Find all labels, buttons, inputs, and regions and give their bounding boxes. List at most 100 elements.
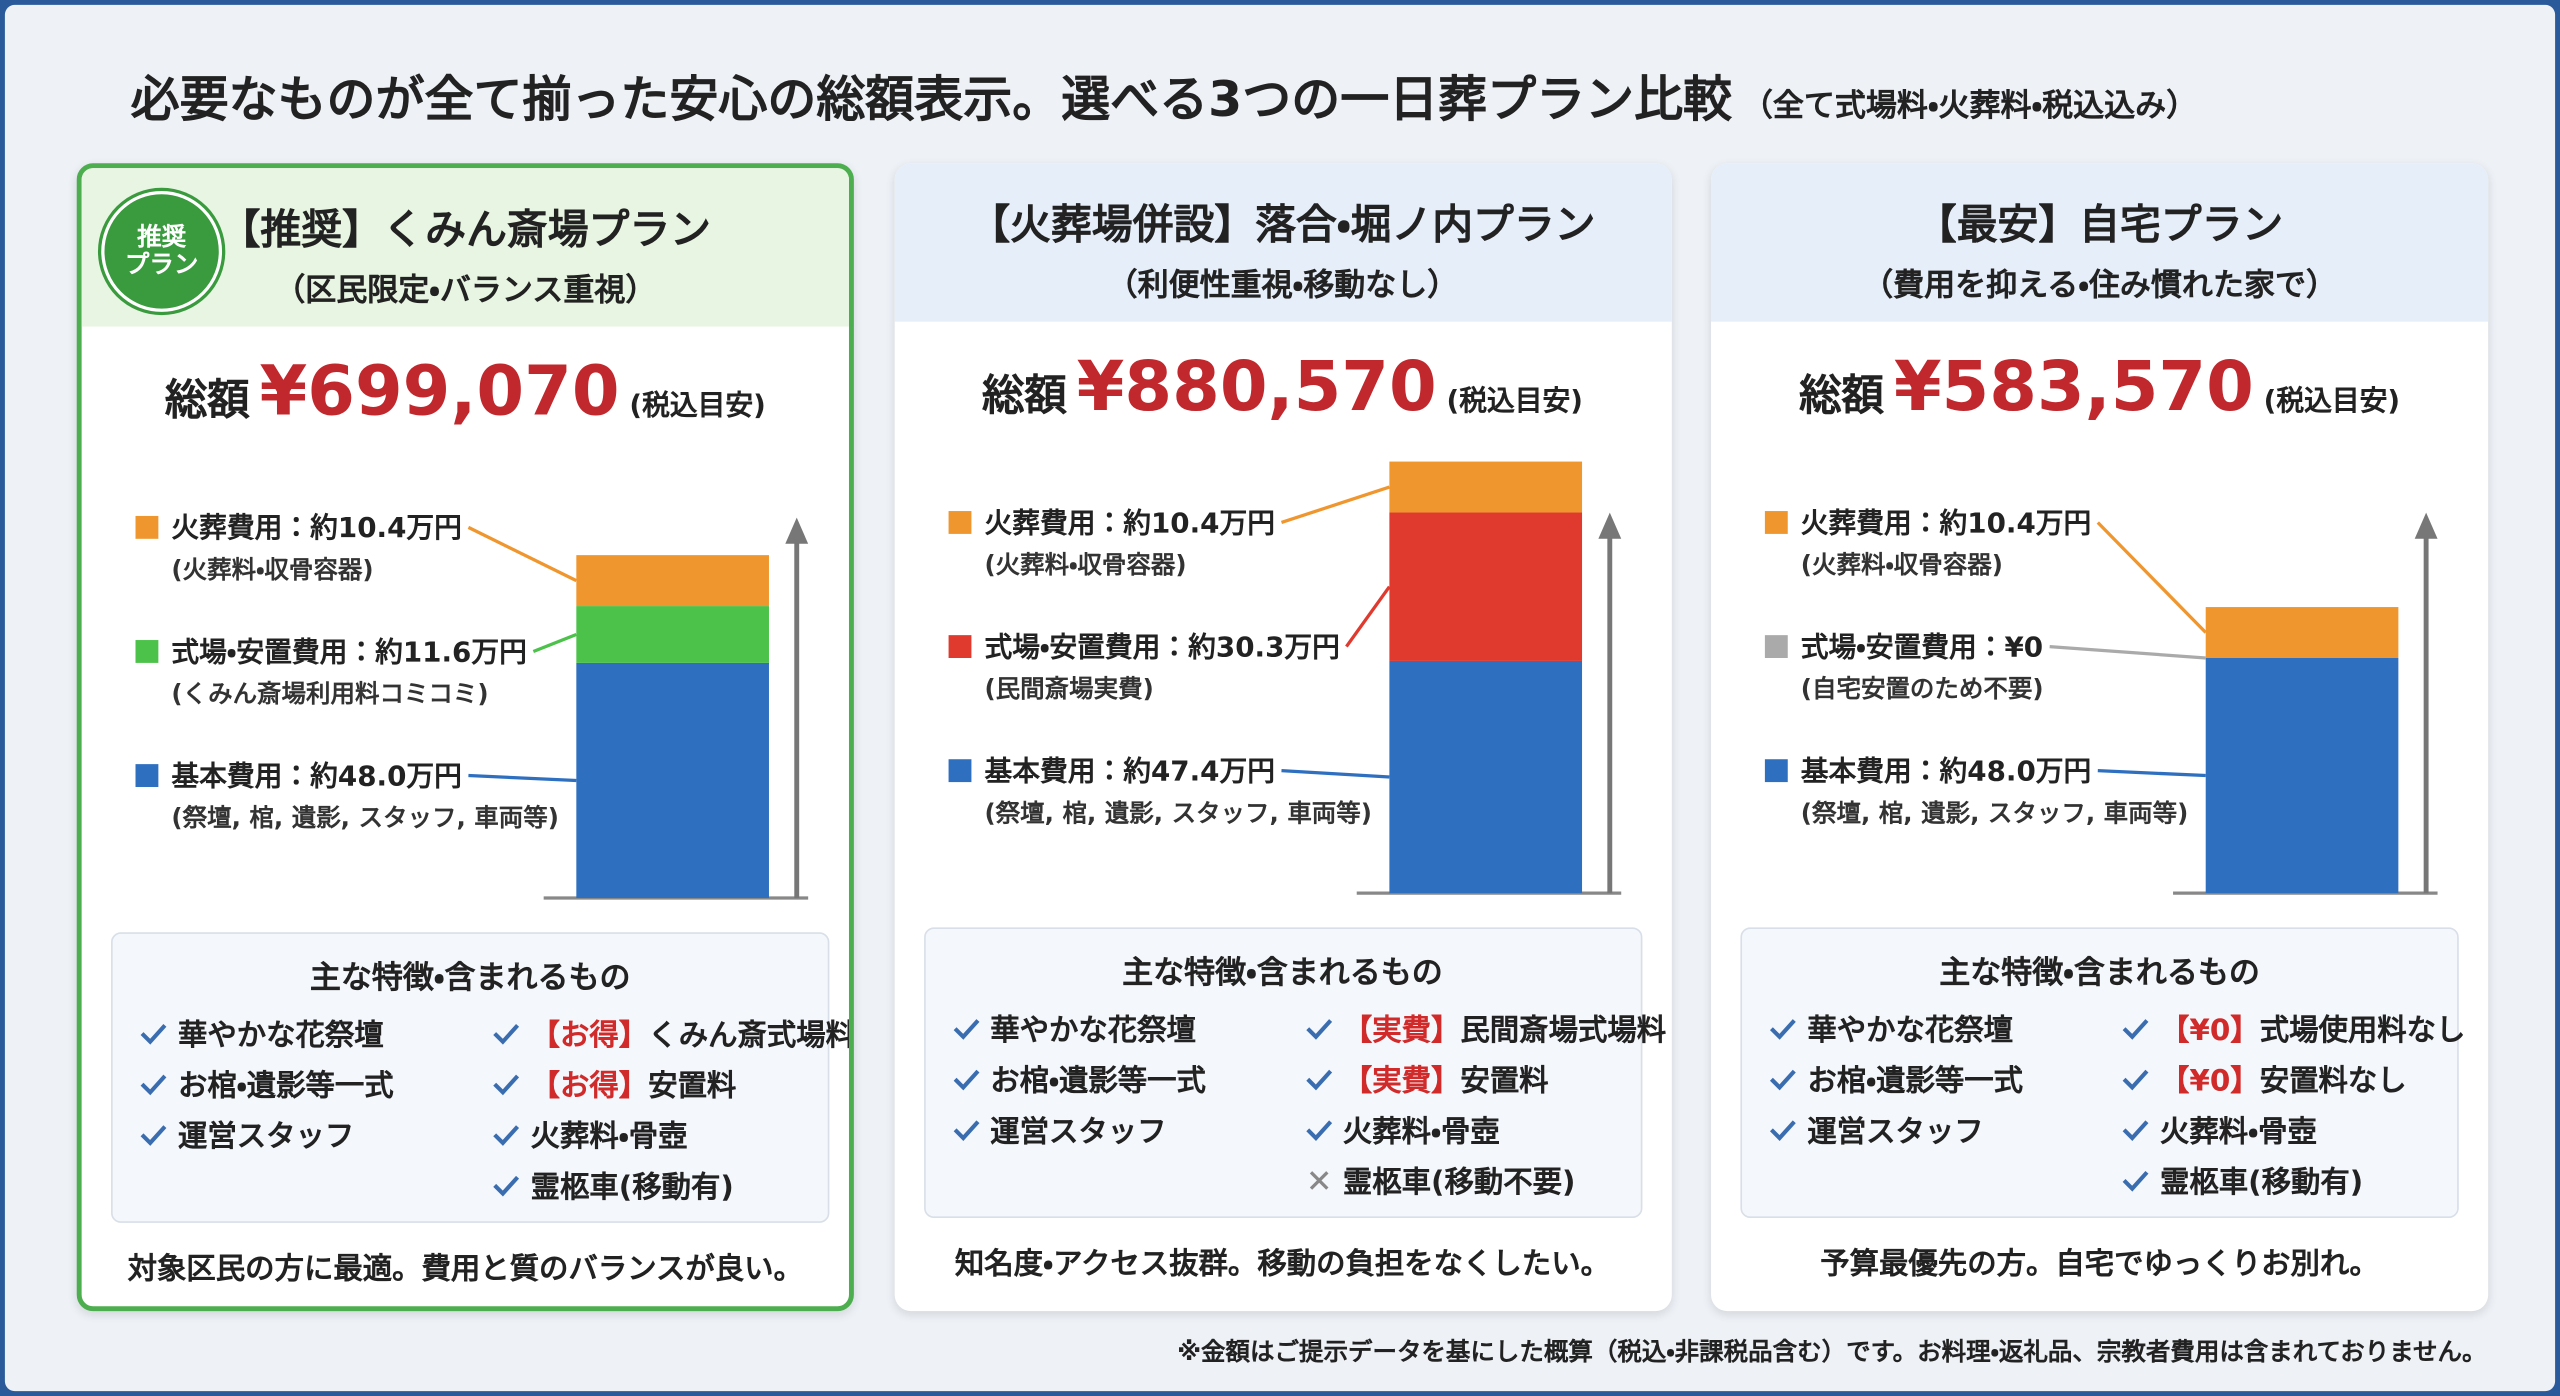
check-mark xyxy=(493,1175,520,1197)
check-icon xyxy=(952,1069,979,1091)
feature-tag: 【お得】 xyxy=(530,1018,649,1054)
feature-item: 【¥0】 式場使用料なし xyxy=(2121,1007,2465,1049)
check-mark xyxy=(1305,1120,1332,1141)
feature-text: 火葬料・骨壺 xyxy=(2159,1115,2317,1150)
legend-swatch xyxy=(135,515,159,539)
bar-segment xyxy=(2205,657,2399,894)
connector xyxy=(467,525,578,583)
feature-tag: 【お得】 xyxy=(530,1069,649,1104)
check-icon xyxy=(140,1125,167,1146)
cost-chart: 火葬費用：約10.4万円 (火葬料・収骨容器) 式場・安置費用：¥0 (自宅安置のため… xyxy=(1764,506,2438,895)
feature-text: 運営スタッフ xyxy=(177,1120,355,1155)
total-value: ¥880,570 xyxy=(1076,346,1437,427)
legend-note: (火葬料・収骨容器) xyxy=(171,555,373,584)
check-icon xyxy=(493,1175,520,1197)
bar-segment xyxy=(1388,660,1582,894)
bar-segment xyxy=(576,606,769,663)
feature-tag: 【実費】 xyxy=(1342,1013,1461,1049)
connector xyxy=(1280,485,1390,525)
features-title: 主な特徴・含まれるもの xyxy=(309,960,631,996)
arrow-head xyxy=(2414,512,2438,539)
total-label: 総額 xyxy=(164,377,250,427)
feature-item: 霊柩車(移動有) xyxy=(2121,1159,2363,1201)
check-mark xyxy=(952,1120,979,1141)
feature-item: 【お得】 くみん斎式場料 xyxy=(491,1012,849,1054)
feature-item: 【¥0】 安置料なし xyxy=(2121,1058,2407,1100)
subtitle: （全て式場料・火葬料・税込込み） xyxy=(1741,88,2198,125)
legend-swatch xyxy=(1764,759,1788,783)
feature-text: 霊柩車(移動有) xyxy=(530,1170,734,1205)
connector xyxy=(2049,644,2206,660)
total-label: 総額 xyxy=(1799,372,1885,422)
check-mark xyxy=(1769,1069,1796,1091)
plan-subtitle: （区民限定・バランス重視） xyxy=(274,272,657,309)
check-mark xyxy=(2122,1120,2149,1141)
cross-mark xyxy=(1309,1171,1328,1190)
legend-note: (自宅安置のため不要) xyxy=(1801,674,2044,703)
feature-item: 運営スタッフ xyxy=(139,1114,355,1156)
plan-subtitle: （利便性重視・移動なし） xyxy=(1106,267,1459,304)
plan-card: 【最安】自宅プラン （費用を抑える・住み慣れた家で） 総額 ¥583,570 (税込目安… xyxy=(1711,163,2489,1312)
legend-note: (民間斎場実費) xyxy=(984,674,1153,703)
feature-item: 【実費】 安置料 xyxy=(1304,1058,1549,1100)
check-mark xyxy=(140,1125,167,1146)
feature-text: 安置料 xyxy=(1460,1064,1549,1099)
feature-text: 霊柩車(移動不要) xyxy=(1342,1165,1576,1201)
total-note: (税込目安) xyxy=(629,390,766,423)
check-mark xyxy=(1305,1019,1332,1040)
feature-item: 華やかな花祭壇 xyxy=(139,1012,384,1054)
features-title: 主な特徴・含まれるもの xyxy=(1939,955,2260,992)
legend-swatch xyxy=(947,511,971,534)
cross-icon xyxy=(1309,1171,1328,1190)
plan-card: 【火葬場併設】落合・堀ノ内プラン （利便性重視・移動なし） 総額 ¥880,570 (税… xyxy=(893,163,1672,1312)
legend-label: 基本費用：約48.0万円 xyxy=(171,759,461,792)
feature-item: 運営スタッフ xyxy=(951,1109,1167,1151)
check-mark xyxy=(1769,1019,1796,1040)
total-note: (税込目安) xyxy=(1446,385,1583,418)
feature-text: 運営スタッフ xyxy=(990,1115,1167,1150)
plan-title: 【火葬場併設】落合・堀ノ内プラン xyxy=(969,200,1596,249)
legend-label: 基本費用：約47.4万円 xyxy=(984,754,1274,787)
check-mark xyxy=(2122,1069,2149,1091)
feature-item: 霊柩車(移動不要) xyxy=(1304,1159,1576,1201)
legend-swatch xyxy=(1764,511,1788,534)
feature-item: 運営スタッフ xyxy=(1768,1109,1984,1151)
bar-segment xyxy=(1388,512,1582,661)
feature-item: 華やかな花祭壇 xyxy=(1768,1007,2013,1049)
plan-title: 【最安】自宅プラン xyxy=(1915,200,2284,249)
plan-card: 【推奨】くみん斎場プラン （区民限定・バランス重視） 推奨 プラン 総額 ¥699,070… xyxy=(76,163,854,1312)
legend-label: 火葬費用：約10.4万円 xyxy=(171,511,461,544)
feature-text: 火葬料・骨壺 xyxy=(1342,1115,1500,1150)
feature-text: 安置料なし xyxy=(2259,1064,2407,1099)
feature-item: お棺・遺影等一式 xyxy=(951,1058,1206,1100)
check-icon xyxy=(1769,1069,1796,1091)
check-icon xyxy=(1305,1069,1332,1091)
legend-label: 式場・安置費用：約30.3万円 xyxy=(984,630,1339,663)
total-value: ¥699,070 xyxy=(259,351,620,432)
check-icon xyxy=(952,1120,979,1141)
feature-tag: 【実費】 xyxy=(1342,1064,1461,1099)
total: 総額 ¥583,570 (税込目安) xyxy=(1711,346,2488,426)
feature-text: お棺・遺影等一式 xyxy=(1807,1064,2024,1099)
legend-note: (火葬料・収骨容器) xyxy=(984,550,1186,579)
total-note: (税込目安) xyxy=(2263,385,2401,418)
badge-text: プラン xyxy=(124,249,199,280)
feature-text: 運営スタッフ xyxy=(1807,1115,1984,1150)
feature-tag: 【¥0】 xyxy=(2159,1064,2260,1099)
legend-label: 火葬費用：約10.4万円 xyxy=(984,506,1274,539)
feature-item: お棺・遺影等一式 xyxy=(139,1063,394,1105)
legend-swatch xyxy=(947,635,971,658)
footnote: ※金額はご提示データを基にした概算（税込・非課税品含む）です。お料理・返礼品、宗… xyxy=(1177,1337,2487,1367)
bar-segment xyxy=(576,555,769,607)
plan-summary: 対象区民の方に最適。費用と質のバランスが良い。 xyxy=(127,1252,803,1287)
legend-swatch xyxy=(947,759,971,783)
check-mark xyxy=(952,1019,979,1040)
connector xyxy=(532,632,577,653)
check-mark xyxy=(2122,1170,2149,1192)
legend-label: 基本費用：約48.0万円 xyxy=(1801,754,2091,787)
plan-summary: 知名度・アクセス抜群。移動の負担をなくしたい。 xyxy=(954,1247,1610,1282)
cost-chart: 火葬費用：約10.4万円 (火葬料・収骨容器) 式場・安置費用：約11.6万円 (くみ… xyxy=(135,511,809,900)
arrow-head xyxy=(785,517,809,544)
total-value: ¥583,570 xyxy=(1893,346,2254,427)
feature-text: 華やかな花祭壇 xyxy=(177,1018,384,1054)
